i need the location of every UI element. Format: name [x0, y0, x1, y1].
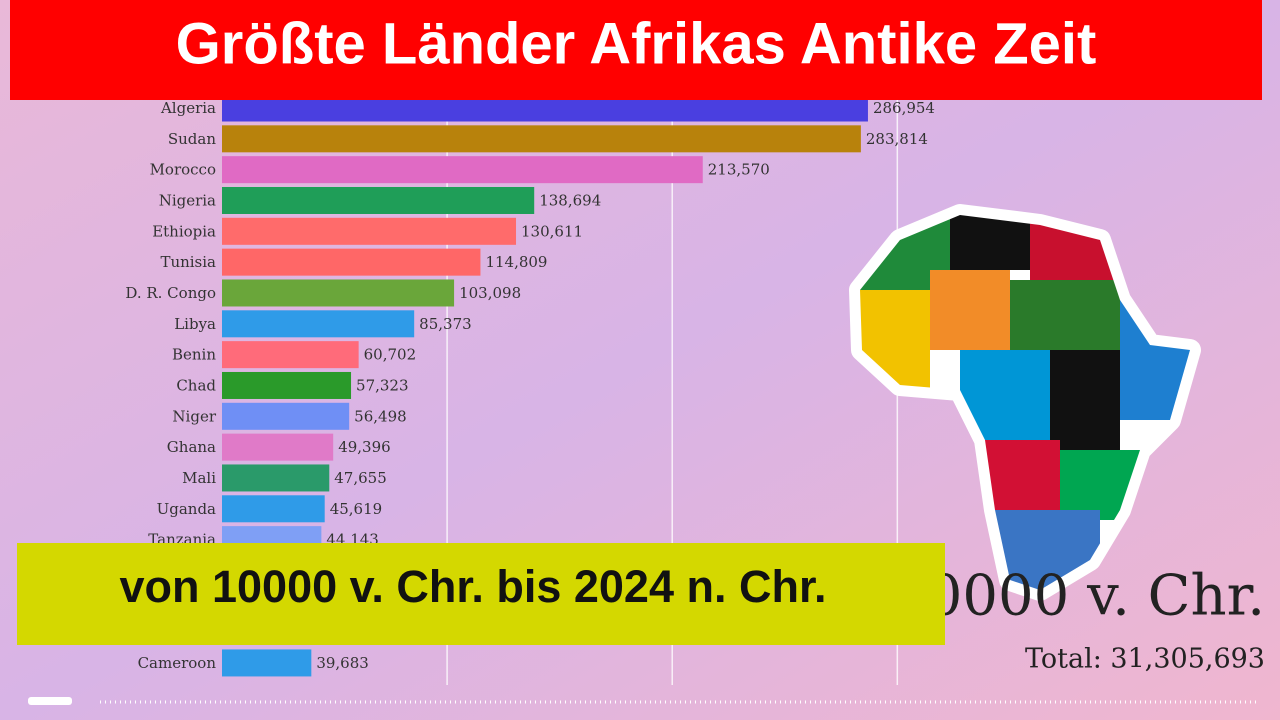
- value-label: 138,694: [539, 191, 601, 209]
- bar: [222, 156, 703, 184]
- title-banner: [10, 0, 1262, 100]
- subtitle: von 10000 v. Chr. bis 2024 n. Chr.: [120, 561, 827, 612]
- category-label: Sudan: [168, 130, 216, 148]
- bar: [222, 125, 861, 153]
- value-label: 130,611: [521, 222, 583, 240]
- bar: [222, 649, 312, 677]
- category-label: Uganda: [157, 500, 216, 518]
- timeline-handle[interactable]: [28, 697, 72, 705]
- value-label: 286,954: [873, 99, 935, 117]
- category-label: Ghana: [167, 438, 216, 456]
- value-label: 213,570: [708, 161, 770, 179]
- value-label: 39,683: [316, 654, 369, 672]
- category-label: Cameroon: [138, 654, 217, 672]
- bar: [222, 217, 517, 245]
- total-label: Total: 31,305,693: [1025, 644, 1265, 675]
- bar: [222, 371, 352, 399]
- bar: [222, 186, 535, 214]
- value-label: 47,655: [334, 469, 387, 487]
- value-label: 60,702: [364, 346, 417, 364]
- period-label: 10000 v. Chr.: [891, 564, 1265, 629]
- bar: [222, 495, 325, 523]
- bar: [222, 310, 415, 338]
- value-label: 283,814: [866, 130, 928, 148]
- category-label: Tunisia: [160, 253, 216, 271]
- category-label: Chad: [176, 376, 216, 394]
- bar: [222, 433, 334, 461]
- category-label: Algeria: [160, 99, 216, 117]
- category-label: Niger: [172, 407, 216, 425]
- plot: Algeria 286,954 Sudan 283,814 Morocco 213,570…: [125, 94, 935, 685]
- value-label: 45,619: [330, 500, 383, 518]
- bar: [222, 402, 350, 430]
- value-label: 57,323: [356, 376, 409, 394]
- value-label: 56,498: [354, 407, 407, 425]
- bar: [222, 464, 330, 492]
- bar: [222, 279, 455, 307]
- category-label: Ethiopia: [152, 222, 216, 240]
- africa-map: [849, 204, 1201, 601]
- category-label: Libya: [174, 315, 216, 333]
- bar: [222, 341, 359, 369]
- category-label: Mali: [182, 469, 216, 487]
- category-label: D. R. Congo: [125, 284, 216, 302]
- category-label: Benin: [172, 346, 216, 364]
- value-label: 114,809: [485, 253, 547, 271]
- category-label: Morocco: [150, 161, 216, 179]
- bar: [222, 248, 481, 276]
- value-label: 103,098: [459, 284, 521, 302]
- category-label: Nigeria: [159, 191, 216, 209]
- value-label: 85,373: [419, 315, 472, 333]
- subtitle-banner: [17, 543, 945, 645]
- value-label: 49,396: [338, 438, 391, 456]
- chart-title: Größte Länder Afrikas Antike Zeit: [176, 11, 1097, 76]
